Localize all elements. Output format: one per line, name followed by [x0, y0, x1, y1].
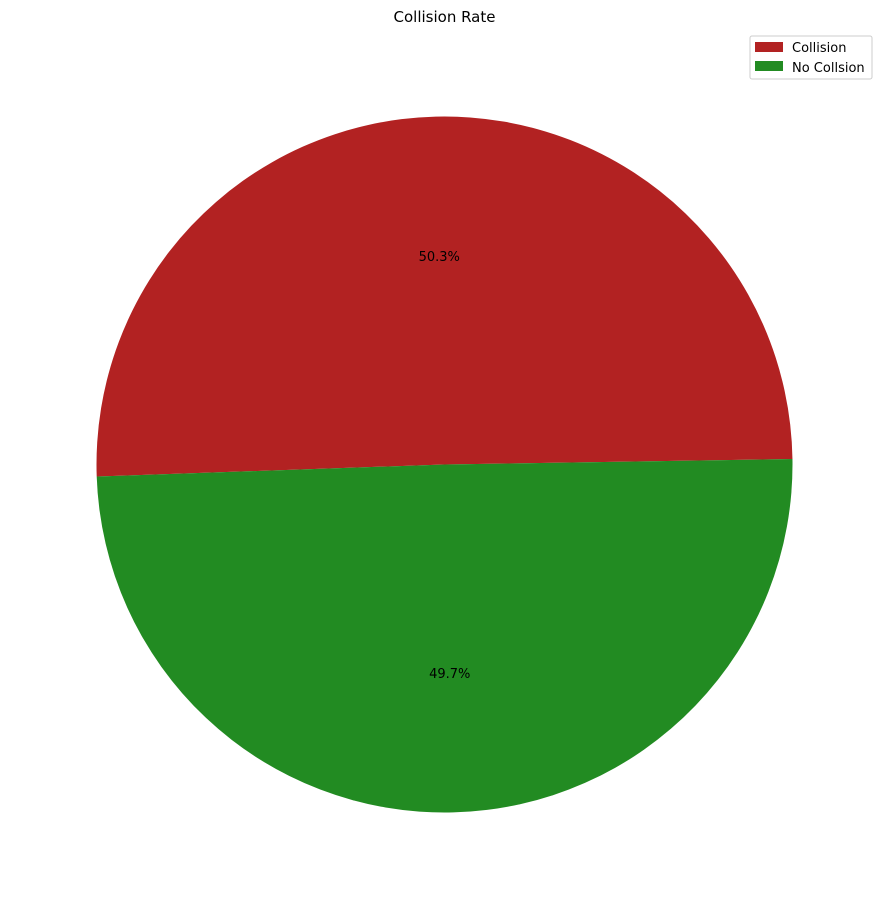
legend: Collision No Collsion [749, 35, 873, 80]
pie-slice-value-label: 49.7% [429, 667, 470, 682]
pie-slices [96, 116, 793, 813]
legend-swatch-collision [755, 42, 783, 52]
legend-swatch-no-collision [755, 61, 783, 71]
pie-slice-labels: 50.3% 49.7% [419, 250, 471, 682]
legend-label-no-collision: No Collsion [792, 61, 865, 76]
pie-slice-no-collsion [96, 459, 793, 813]
pie-slice-collision [96, 116, 793, 477]
chart-title: Collision Rate [394, 8, 496, 26]
legend-label-collision: Collision [792, 41, 846, 56]
pie-slice-value-label: 50.3% [419, 250, 460, 265]
